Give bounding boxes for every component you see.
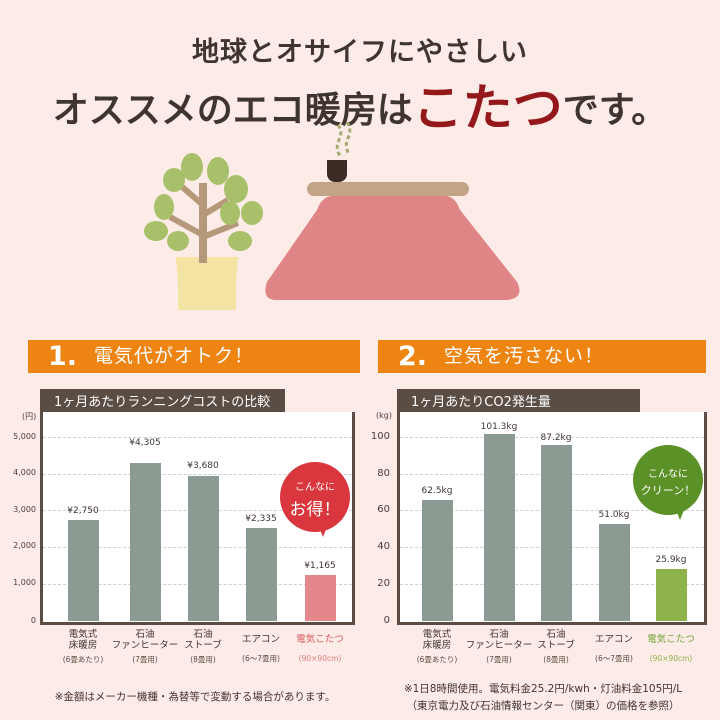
category-line: 石油 [546, 629, 566, 640]
callout-line2: クリーン！ [640, 484, 696, 497]
category-label: エアコン (6〜7畳用) [574, 634, 654, 664]
y-tick: 60 [377, 504, 390, 515]
bar-kotatsu [305, 575, 336, 621]
bar-oil-stove [541, 445, 572, 621]
bar-value-label: ¥3,680 [187, 461, 219, 471]
bar-value-label: 51.0kg [598, 510, 630, 520]
footnote-co2-line2: （東京電力及び石油情報センター（関東）の価格を参照） [406, 700, 680, 712]
bar-air-conditioner [599, 524, 630, 621]
y-tick: 20 [377, 578, 390, 589]
headline-prefix: オススメのエコ暖房は [52, 89, 413, 131]
bar-value-label: ¥1,165 [304, 561, 336, 571]
category-note: (6畳あたり) [416, 655, 458, 664]
category-line: 床暖房 [68, 640, 98, 651]
bar-value-label: 87.2kg [540, 433, 572, 443]
section-number: 1. [48, 341, 78, 372]
y-tick: 0 [383, 615, 390, 626]
category-label: 石油 ストーブ (8畳用) [163, 629, 243, 665]
category-note: (7畳用) [486, 655, 512, 664]
category-label: 石油 ファンヒーター (7畳用) [459, 629, 539, 665]
headline-line2: オススメのエコ暖房はこたつです。 [0, 68, 720, 140]
category-line: 電気こたつ [296, 634, 344, 645]
bar-air-conditioner [246, 528, 277, 621]
gridline [400, 437, 704, 438]
headline-accent: こたつ [412, 78, 563, 137]
callout-line1: こんなに [648, 469, 688, 480]
footnote-cost: ※金額はメーカー機種・為替等で変動する場合があります。 [54, 691, 336, 703]
category-line: 電気こたつ [647, 634, 695, 645]
y-axis-unit: (kg) [376, 411, 392, 420]
bar-kotatsu [656, 569, 687, 621]
headline-line1: 地球とオサイフにやさしい [192, 37, 528, 68]
bar-value-label: ¥2,335 [245, 514, 277, 524]
category-note: (6〜7畳用) [595, 654, 633, 663]
section-header-2: 2. 空気を汚さない！ [378, 340, 706, 373]
bar-value-label: 25.9kg [655, 555, 687, 565]
category-label: 石油 ファンヒーター (7畳用) [105, 629, 185, 665]
bar-value-label: 62.5kg [421, 486, 453, 496]
category-line: エアコン [594, 634, 633, 645]
y-axis-unit: (円) [22, 412, 37, 421]
bar-oil-stove [188, 476, 219, 621]
category-line: 石油 [193, 629, 213, 640]
bar-floor-heating [422, 500, 453, 621]
y-tick: 0 [30, 616, 36, 625]
callout-line1: こんなに [295, 482, 335, 493]
category-label-highlight: 電気こたつ (90×90cm) [631, 634, 711, 664]
y-tick: 2,000 [13, 541, 36, 550]
section-header-1: 1. 電気代がオトク！ [28, 340, 360, 373]
category-line: 床暖房 [422, 640, 452, 651]
y-tick: 5,000 [13, 432, 36, 441]
category-note: (6〜7畳用) [242, 654, 280, 663]
bar-fan-heater [484, 434, 515, 621]
category-line: ファンヒーター [111, 640, 179, 651]
category-line: 石油 [489, 629, 509, 640]
callout-bubble-cost: こんなに お得！ [280, 462, 350, 532]
category-note: (7畳用) [132, 655, 158, 664]
y-tick: 4,000 [13, 468, 36, 477]
gridline [43, 437, 352, 438]
bar-value-label: ¥4,305 [129, 438, 161, 448]
category-label: 電気式 床暖房 (6畳あたり) [397, 629, 477, 665]
headline-suffix: です。 [562, 89, 668, 131]
category-line: ファンヒーター [465, 640, 533, 651]
y-tick: 80 [377, 468, 390, 479]
bar-floor-heating [68, 520, 99, 621]
y-tick: 40 [377, 541, 390, 552]
callout-pointer [676, 510, 684, 520]
y-tick: 100 [370, 431, 390, 442]
category-label: 石油 ストーブ (8畳用) [516, 629, 596, 665]
category-line: 電気式 [422, 629, 452, 640]
callout-bubble-co2: こんなに クリーン！ [633, 445, 703, 515]
bar-value-label: 101.3kg [480, 422, 518, 432]
category-line: 石油 [135, 629, 155, 640]
category-label-highlight: 電気こたつ (90×90cm) [280, 634, 360, 664]
footnote-co2-line1: ※1日8時間使用。電気料金25.2円/kwh・灯油料金105円/L [403, 683, 683, 695]
category-line: ストーブ [537, 640, 575, 651]
category-note: (90×90cm) [649, 654, 693, 663]
chart-title: 1ヶ月あたりランニングコストの比較 [40, 389, 285, 415]
category-line: ストーブ [184, 640, 222, 651]
category-label: エアコン (6〜7畳用) [221, 634, 301, 664]
chart-title: 1ヶ月あたりCO2発生量 [397, 389, 640, 415]
section-title: 空気を汚さない！ [444, 345, 605, 367]
gridline [43, 474, 352, 475]
y-tick: 1,000 [13, 578, 36, 587]
category-line: 電気式 [68, 629, 98, 640]
callout-line2: お得！ [289, 500, 341, 520]
plant-icon [144, 153, 263, 310]
category-label: 電気式 床暖房 (6畳あたり) [43, 629, 123, 665]
bar-fan-heater [130, 463, 161, 621]
section-number: 2. [398, 341, 428, 372]
category-note: (6畳あたり) [62, 655, 104, 664]
bar-value-label: ¥2,750 [67, 506, 99, 516]
section-title: 電気代がオトク！ [94, 345, 255, 367]
callout-pointer [319, 527, 327, 537]
category-line: エアコン [241, 634, 280, 645]
kotatsu-icon [265, 121, 520, 300]
category-note: (8畳用) [543, 655, 569, 664]
category-note: (90×90cm) [298, 654, 342, 663]
y-tick: 3,000 [13, 505, 36, 514]
category-note: (8畳用) [190, 655, 216, 664]
